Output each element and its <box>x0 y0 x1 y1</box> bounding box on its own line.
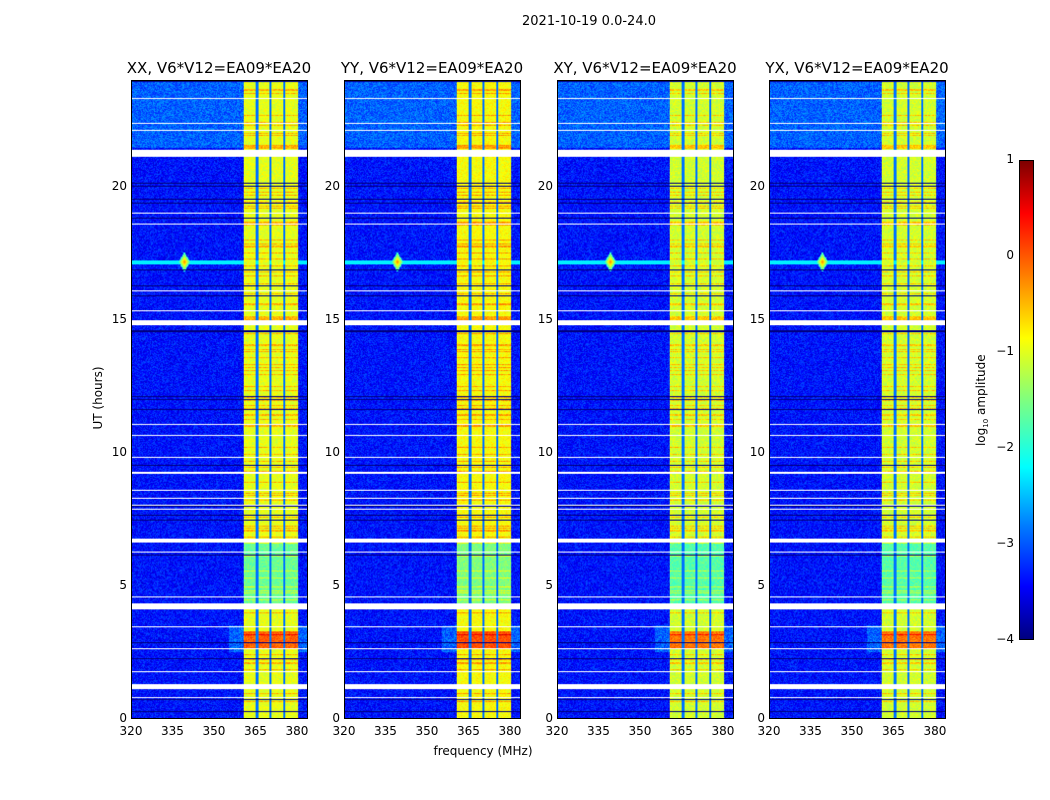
heatmap-panel-3 <box>557 80 734 719</box>
x-axis-label: frequency (MHz) <box>433 744 533 758</box>
x-tick-label: 320 <box>119 724 143 738</box>
y-tick-label: 10 <box>324 444 340 459</box>
y-tick-label: 20 <box>537 178 553 193</box>
x-tick-label: 320 <box>332 724 356 738</box>
x-tick-label: 335 <box>799 724 822 738</box>
y-tick-label: 0 <box>332 711 340 725</box>
x-tick-label: 380 <box>711 724 735 738</box>
heatmap-panel-2 <box>344 80 521 719</box>
y-tick-label: 20 <box>111 178 127 193</box>
x-tick-label: 350 <box>415 724 439 738</box>
panel-title: XX, V6*V12=EA09*EA20 <box>126 59 312 77</box>
figure-title: 2021-10-19 0.0-24.0 <box>522 14 656 29</box>
y-tick-label: 5 <box>757 577 765 592</box>
y-tick-label: 15 <box>749 311 765 326</box>
x-tick-label: 365 <box>670 724 693 738</box>
y-tick-label: 5 <box>119 577 127 592</box>
heatmap-panel-4 <box>769 80 946 719</box>
colorbar-tick-label: −3 <box>996 536 1014 550</box>
y-tick-label: 0 <box>757 711 765 725</box>
colorbar-tick-label: −4 <box>996 632 1014 646</box>
x-tick-label: 350 <box>840 724 864 738</box>
panel-title: YX, V6*V12=EA09*EA20 <box>765 59 949 77</box>
x-tick-label: 320 <box>545 724 569 738</box>
colorbar <box>1019 160 1034 640</box>
x-tick-label: 350 <box>628 724 652 738</box>
x-tick-label: 365 <box>244 724 267 738</box>
y-tick-label: 10 <box>537 444 553 459</box>
y-tick-label: 5 <box>332 577 340 592</box>
x-tick-label: 350 <box>202 724 226 738</box>
colorbar-tick-label: 1 <box>1006 152 1014 166</box>
y-tick-label: 10 <box>749 444 765 459</box>
y-tick-label: 20 <box>749 178 765 193</box>
y-tick-label: 15 <box>537 311 553 326</box>
colorbar-label: log10 amplitude <box>974 340 990 460</box>
heatmap-cells <box>770 81 945 718</box>
x-tick-label: 365 <box>457 724 480 738</box>
panel-title: YY, V6*V12=EA09*EA20 <box>340 59 524 77</box>
x-tick-label: 380 <box>923 724 947 738</box>
y-axis-label: UT (hours) <box>91 366 105 430</box>
y-tick-label: 0 <box>545 711 553 725</box>
y-tick-label: 10 <box>111 444 127 459</box>
x-tick-label: 335 <box>374 724 397 738</box>
colorbar-label-part: 10 <box>982 418 991 428</box>
y-tick-label: 5 <box>545 577 553 592</box>
colorbar-tick-label: 0 <box>1006 248 1014 262</box>
x-tick-label: 380 <box>285 724 309 738</box>
x-tick-label: 380 <box>498 724 522 738</box>
colorbar-tick-label: −2 <box>996 440 1014 454</box>
colorbar-tick-label: −1 <box>996 344 1014 358</box>
heatmap-panel-1 <box>131 80 308 719</box>
y-tick-label: 15 <box>111 311 127 326</box>
panel-title: XY, V6*V12=EA09*EA20 <box>553 59 737 77</box>
heatmap-cells <box>558 81 733 718</box>
colorbar-label-part: amplitude <box>973 354 988 419</box>
colorbar-label-part: log <box>973 427 988 447</box>
y-tick-label: 20 <box>324 178 340 193</box>
heatmap-cells <box>345 81 520 718</box>
heatmap-cells <box>132 81 307 718</box>
y-tick-label: 15 <box>324 311 340 326</box>
x-tick-label: 335 <box>161 724 184 738</box>
x-tick-label: 320 <box>757 724 781 738</box>
y-tick-label: 0 <box>119 711 127 725</box>
x-tick-label: 365 <box>882 724 905 738</box>
x-tick-label: 335 <box>587 724 610 738</box>
